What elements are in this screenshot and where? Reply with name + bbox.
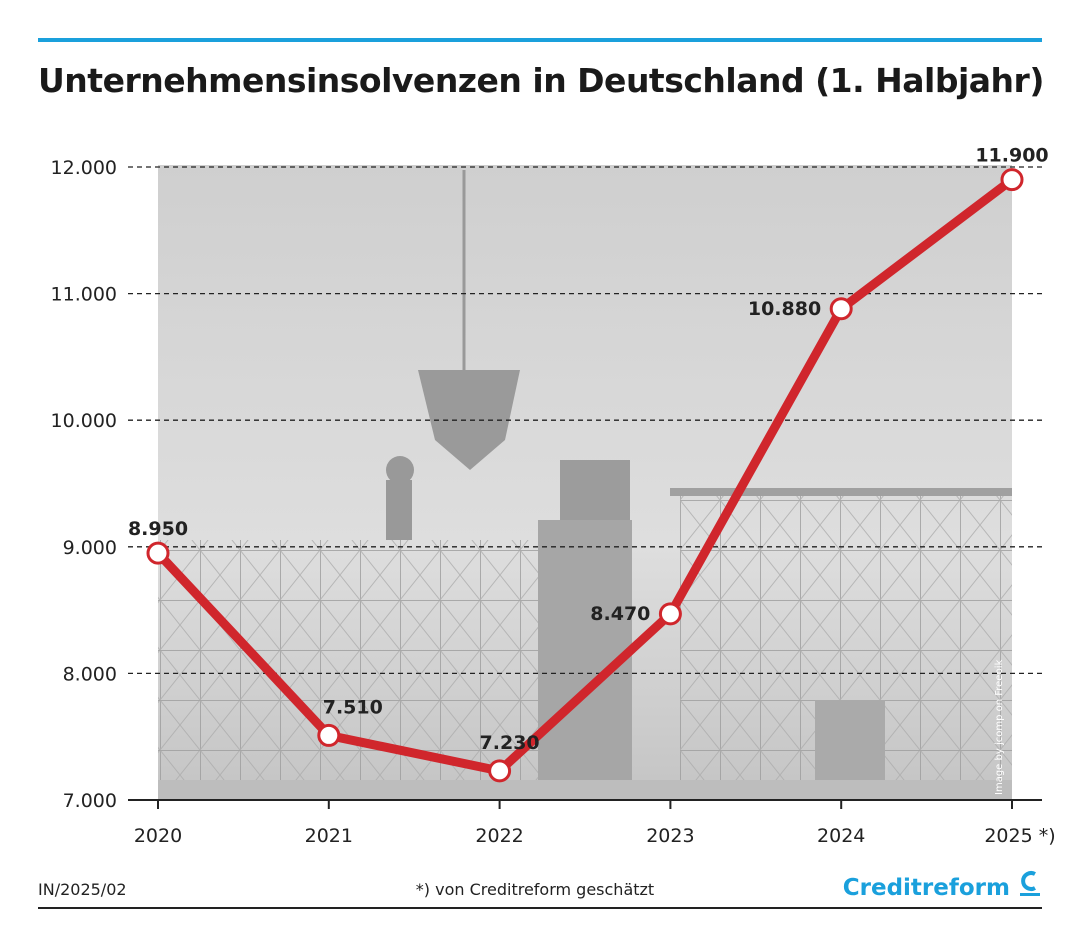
- creditreform-logo: Creditreform: [843, 875, 1010, 901]
- data-point: [146, 541, 170, 565]
- data-label: 7.230: [480, 732, 540, 754]
- x-tick-label: 2021: [305, 825, 353, 847]
- chart-title: Unternehmensinsolvenzen in Deutschland (…: [38, 61, 1044, 100]
- y-tick-label: 10.000: [51, 410, 117, 432]
- footer-code: IN/2025/02: [38, 880, 127, 899]
- creditreform-logo-icon: [1020, 871, 1040, 896]
- data-label: 8.950: [128, 518, 188, 540]
- x-tick-label: 2022: [475, 825, 523, 847]
- top-accent-bar: [38, 38, 1042, 42]
- x-tick-label: 2020: [134, 825, 182, 847]
- data-label: 10.880: [748, 298, 821, 320]
- data-point: [829, 297, 853, 321]
- data-point: [488, 759, 512, 783]
- y-tick-label: 7.000: [63, 790, 117, 812]
- footer-note: *) von Creditreform geschätzt: [416, 880, 654, 899]
- x-tick-label: 2025 *): [984, 825, 1055, 847]
- y-tick-label: 8.000: [63, 663, 117, 685]
- data-label: 11.900: [975, 145, 1048, 167]
- data-point: [317, 723, 341, 747]
- y-tick-label: 11.000: [51, 284, 117, 306]
- y-tick-label: 12.000: [51, 157, 117, 179]
- data-point: [658, 602, 682, 626]
- series-line: [154, 176, 1015, 776]
- y-tick-label: 9.000: [63, 537, 117, 559]
- data-label: 7.510: [323, 696, 383, 718]
- x-tick-label: 2023: [646, 825, 694, 847]
- data-label: 8.470: [590, 603, 650, 625]
- image-credit: Image by jcomp on Freepik: [994, 659, 1005, 795]
- x-tick-label: 2024: [817, 825, 865, 847]
- data-point: [1000, 168, 1024, 192]
- background-photo: Image by jcomp on Freepik: [158, 165, 1012, 800]
